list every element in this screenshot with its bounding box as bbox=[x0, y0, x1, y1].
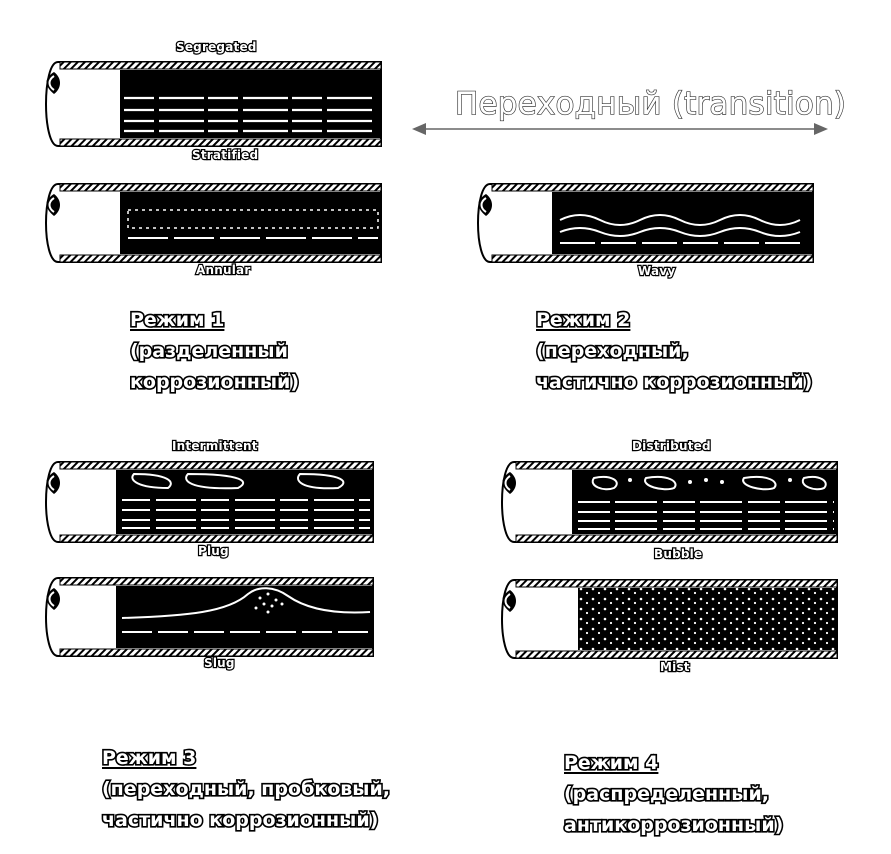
caption-stratified: Stratified bbox=[191, 147, 260, 163]
wavy-flow-illustration bbox=[477, 183, 814, 263]
regime-1-line2: коррозионный) bbox=[128, 369, 300, 394]
regime-1-line1: (разделенный bbox=[128, 338, 289, 363]
transition-arrow bbox=[412, 123, 828, 135]
mist-flow-illustration bbox=[501, 579, 838, 659]
regime-4-line1: (распределенный, bbox=[562, 781, 770, 806]
annular-flow-illustration bbox=[45, 183, 382, 263]
bubble-flow-illustration bbox=[501, 461, 838, 543]
regime-3-title: Режим 3 bbox=[100, 745, 198, 770]
caption-plug: Plug bbox=[197, 543, 230, 559]
pipe-wavy bbox=[470, 180, 818, 266]
regime-3-line2: частично коррозионный) bbox=[100, 807, 380, 832]
regime-4: Режим 4 (распределенный, антикоррозионны… bbox=[562, 748, 785, 841]
caption-wavy: Wavy bbox=[637, 263, 677, 279]
transition-label: Переходный (transition) bbox=[454, 85, 847, 122]
caption-bubble: Bubble bbox=[653, 546, 704, 562]
caption-slug: Slug bbox=[203, 655, 236, 671]
caption-annular: Annular bbox=[195, 262, 252, 278]
pipe-bubble bbox=[494, 458, 842, 546]
caption-distributed: Distributed bbox=[631, 438, 712, 454]
regime-1-title: Режим 1 bbox=[128, 307, 226, 332]
stratified-flow-illustration bbox=[45, 61, 382, 147]
pipe-slug bbox=[38, 574, 378, 660]
regime-2-line1: (переходный, bbox=[534, 338, 690, 363]
regime-2: Режим 2 (переходный, частично коррозионн… bbox=[534, 305, 814, 398]
slug-flow-illustration bbox=[45, 577, 374, 657]
pipe-stratified bbox=[38, 58, 386, 150]
caption-segregated: Segregated bbox=[175, 39, 258, 55]
regime-4-line2: антикоррозионный) bbox=[562, 812, 785, 837]
caption-intermittent: Intermittent bbox=[171, 438, 259, 454]
regime-2-title: Режим 2 bbox=[534, 307, 632, 332]
regime-1: Режим 1 (разделенный коррозионный) bbox=[128, 305, 300, 398]
pipe-plug bbox=[38, 458, 378, 546]
pipe-annular bbox=[38, 180, 386, 266]
caption-mist: Mist bbox=[659, 659, 691, 675]
regime-4-title: Режим 4 bbox=[562, 750, 660, 775]
regime-2-line2: частично коррозионный) bbox=[534, 369, 814, 394]
plug-flow-illustration bbox=[45, 461, 374, 543]
pipe-mist bbox=[494, 576, 842, 662]
regime-3-line1: (переходный, пробковый, bbox=[100, 776, 391, 801]
regime-3: Режим 3 (переходный, пробковый, частично… bbox=[100, 743, 391, 836]
